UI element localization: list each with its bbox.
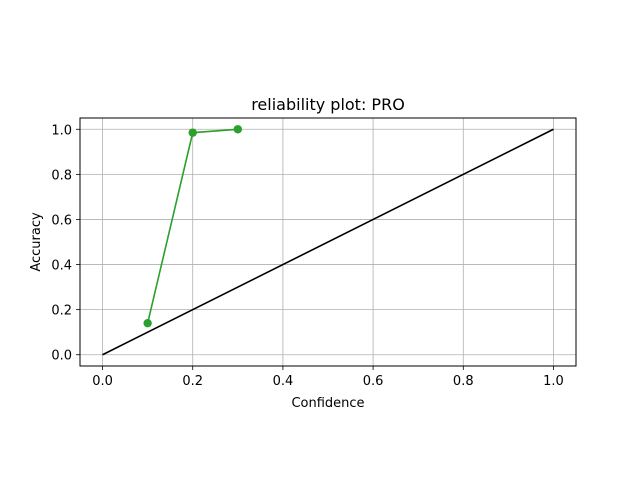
x-tick-label: 0.0 bbox=[92, 374, 113, 389]
plot-frame bbox=[79, 117, 577, 367]
series-line-1 bbox=[102, 128, 554, 356]
y-tick-label: 0.2 bbox=[51, 304, 72, 319]
y-tick-label: 1.0 bbox=[51, 123, 72, 138]
x-tick-label: 0.4 bbox=[273, 374, 294, 389]
y-tick-label: 0.0 bbox=[51, 349, 72, 364]
series-layer bbox=[102, 125, 554, 356]
x-axis-label: Confidence bbox=[291, 396, 364, 411]
grid bbox=[80, 118, 576, 366]
x-tick-label: 1.0 bbox=[543, 374, 564, 389]
y-axis-label: Accuracy bbox=[29, 212, 44, 272]
y-tick-label: 0.8 bbox=[51, 168, 72, 183]
data-point bbox=[233, 125, 243, 134]
x-tick-label: 0.2 bbox=[182, 374, 203, 389]
x-tick-label: 0.6 bbox=[363, 374, 384, 389]
data-point bbox=[188, 128, 197, 137]
chart-title: reliability plot: PRO bbox=[251, 95, 405, 114]
data-point bbox=[143, 318, 152, 328]
ticks: 0.0 0.2 0.4 0.6 0.8 1.0 0.0 0.2 0.4 0.6 0.8 1.0 bbox=[51, 123, 563, 389]
y-tick-label: 0.4 bbox=[51, 259, 72, 274]
y-tick-label: 0.6 bbox=[51, 213, 72, 228]
x-tick-label: 0.8 bbox=[453, 374, 474, 389]
